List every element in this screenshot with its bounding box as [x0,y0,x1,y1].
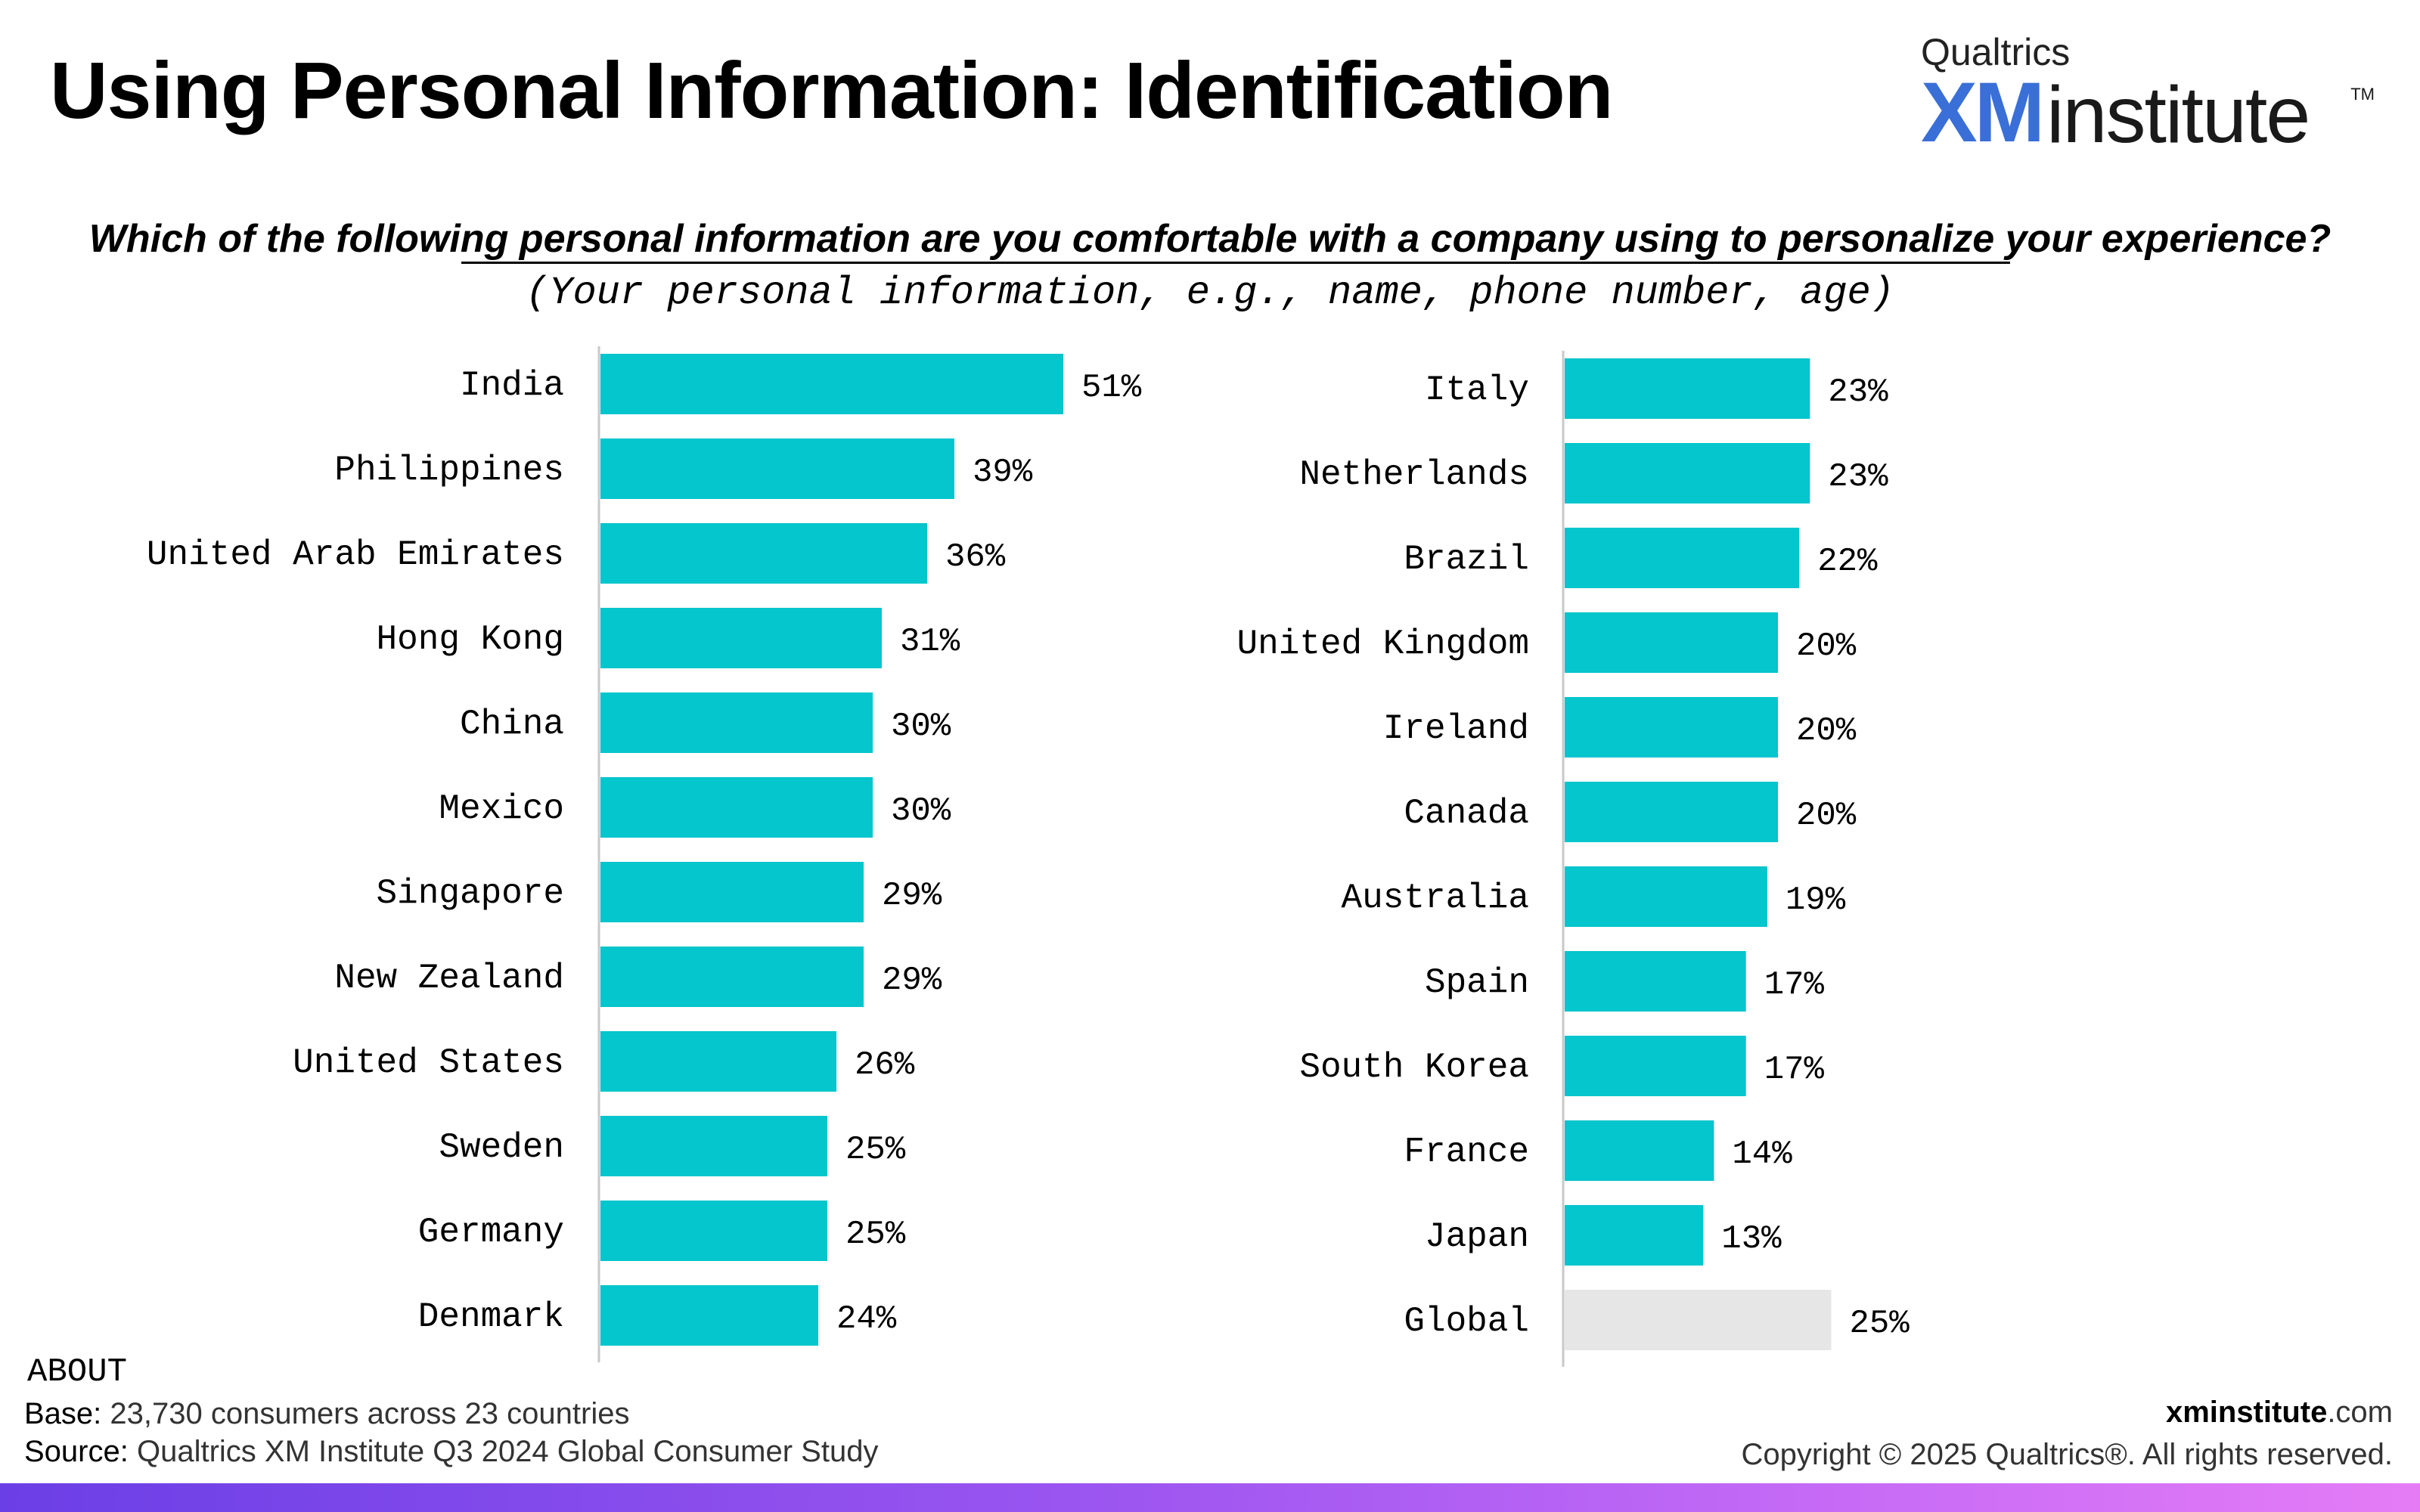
survey-question: Which of the following personal informat… [88,217,2332,261]
bar-china [600,692,873,753]
category-label: Denmark [418,1297,564,1337]
source-note: Source: Qualtrics XM Institute Q3 2024 G… [24,1435,878,1469]
category-label: Germany [418,1213,564,1252]
site-domain: .com [2327,1396,2393,1429]
value-label: 20% [1796,712,1857,750]
bar-france [1565,1120,1714,1181]
category-label: Sweden [439,1128,564,1167]
value-label: 25% [1850,1305,1910,1343]
category-label: Italy [1425,370,1529,410]
value-label: 51% [1081,369,1142,407]
survey-subquestion: (Your personal information, e.g., name, … [526,271,1894,315]
question-underline [461,262,2010,264]
category-label: United Kingdom [1237,624,1529,664]
bar-netherlands [1565,443,1810,503]
bar-india [600,354,1063,414]
category-label: Spain [1425,963,1529,1002]
bar-chart: India 51% Philippines 39% United Arab Emirat… [147,346,1910,1367]
category-label: China [460,705,564,744]
value-label: 25% [845,1131,906,1169]
source-label: Source: [24,1435,129,1468]
bar-australia [1565,866,1767,927]
bar-united-states [600,1031,836,1092]
value-label: 30% [891,708,951,745]
logo-institute: institute [2046,70,2310,160]
value-label: 19% [1786,881,1846,919]
bar-italy [1565,358,1810,419]
bar-hong-kong [600,608,882,668]
category-label: Mexico [439,789,564,829]
bar-united-arab-emirates [600,523,927,584]
logo-tm: TM [2350,85,2375,104]
value-label: 23% [1828,373,1888,411]
category-label: France [1404,1132,1529,1172]
value-label: 25% [845,1216,906,1253]
value-label: 29% [882,877,942,915]
site-name: xminstitute [2165,1396,2328,1429]
bar-denmark [600,1285,818,1346]
category-label: Ireland [1383,709,1529,748]
value-label: 24% [836,1300,897,1338]
category-label: Australia [1342,878,1529,918]
category-label: Global [1404,1302,1529,1341]
bar-japan [1565,1205,1704,1266]
category-label: Japan [1425,1217,1529,1256]
category-label: United Arab Emirates [147,535,564,575]
gradient-bar [0,1483,2420,1512]
category-label: Singapore [377,874,564,913]
logo-xm: XM [1921,65,2045,160]
source-text: Qualtrics XM Institute Q3 2024 Global Co… [136,1435,879,1468]
bar-south-korea [1565,1036,1746,1096]
category-label: South Korea [1299,1048,1529,1087]
logo-brand: Qualtrics [1921,31,2071,73]
bar-canada [1565,782,1778,842]
category-label: India [460,366,564,405]
category-label: Netherlands [1299,455,1529,494]
base-note: Base: 23,730 consumers across 23 countri… [24,1397,629,1431]
value-label: 39% [973,454,1033,491]
category-label: New Zealand [334,959,564,998]
bar-sweden [600,1116,827,1176]
value-label: 14% [1732,1136,1792,1173]
bar-new-zealand [600,947,864,1007]
base-label: Base: [24,1397,102,1430]
copyright: Copyright © 2025 Qualtrics®. All rights … [1741,1438,2393,1471]
bar-brazil [1565,528,1800,588]
value-label: 17% [1764,966,1825,1004]
value-label: 26% [855,1046,915,1084]
value-label: 22% [1817,543,1878,581]
value-label: 30% [891,792,951,830]
bar-singapore [600,862,864,922]
category-label: Canada [1404,794,1529,833]
value-label: 20% [1796,797,1857,835]
value-label: 29% [882,962,942,999]
bar-spain [1565,951,1746,1012]
page-title: Using Personal Information: Identificati… [50,46,1613,135]
category-label: Brazil [1404,540,1529,579]
bar-united-kingdom [1565,612,1778,673]
qualtrics-xm-institute-logo: Qualtrics XM institute TM [1921,30,2375,160]
bar-mexico [600,777,873,838]
value-label: 20% [1796,627,1857,665]
category-label: Hong Kong [377,620,564,659]
base-text: 23,730 consumers across 23 countries [110,1397,630,1430]
value-label: 13% [1721,1220,1782,1258]
value-label: 23% [1828,458,1888,496]
bar-global [1565,1290,1832,1350]
bar-ireland [1565,697,1778,758]
bar-philippines [600,438,954,499]
about-heading: ABOUT [27,1353,128,1391]
category-label: Philippines [334,451,564,490]
value-label: 17% [1764,1051,1825,1089]
site-link[interactable]: xminstitute.com [2166,1396,2393,1430]
category-label: United States [293,1043,564,1083]
value-label: 31% [900,623,960,661]
bar-germany [600,1201,827,1261]
value-label: 36% [945,538,1006,576]
